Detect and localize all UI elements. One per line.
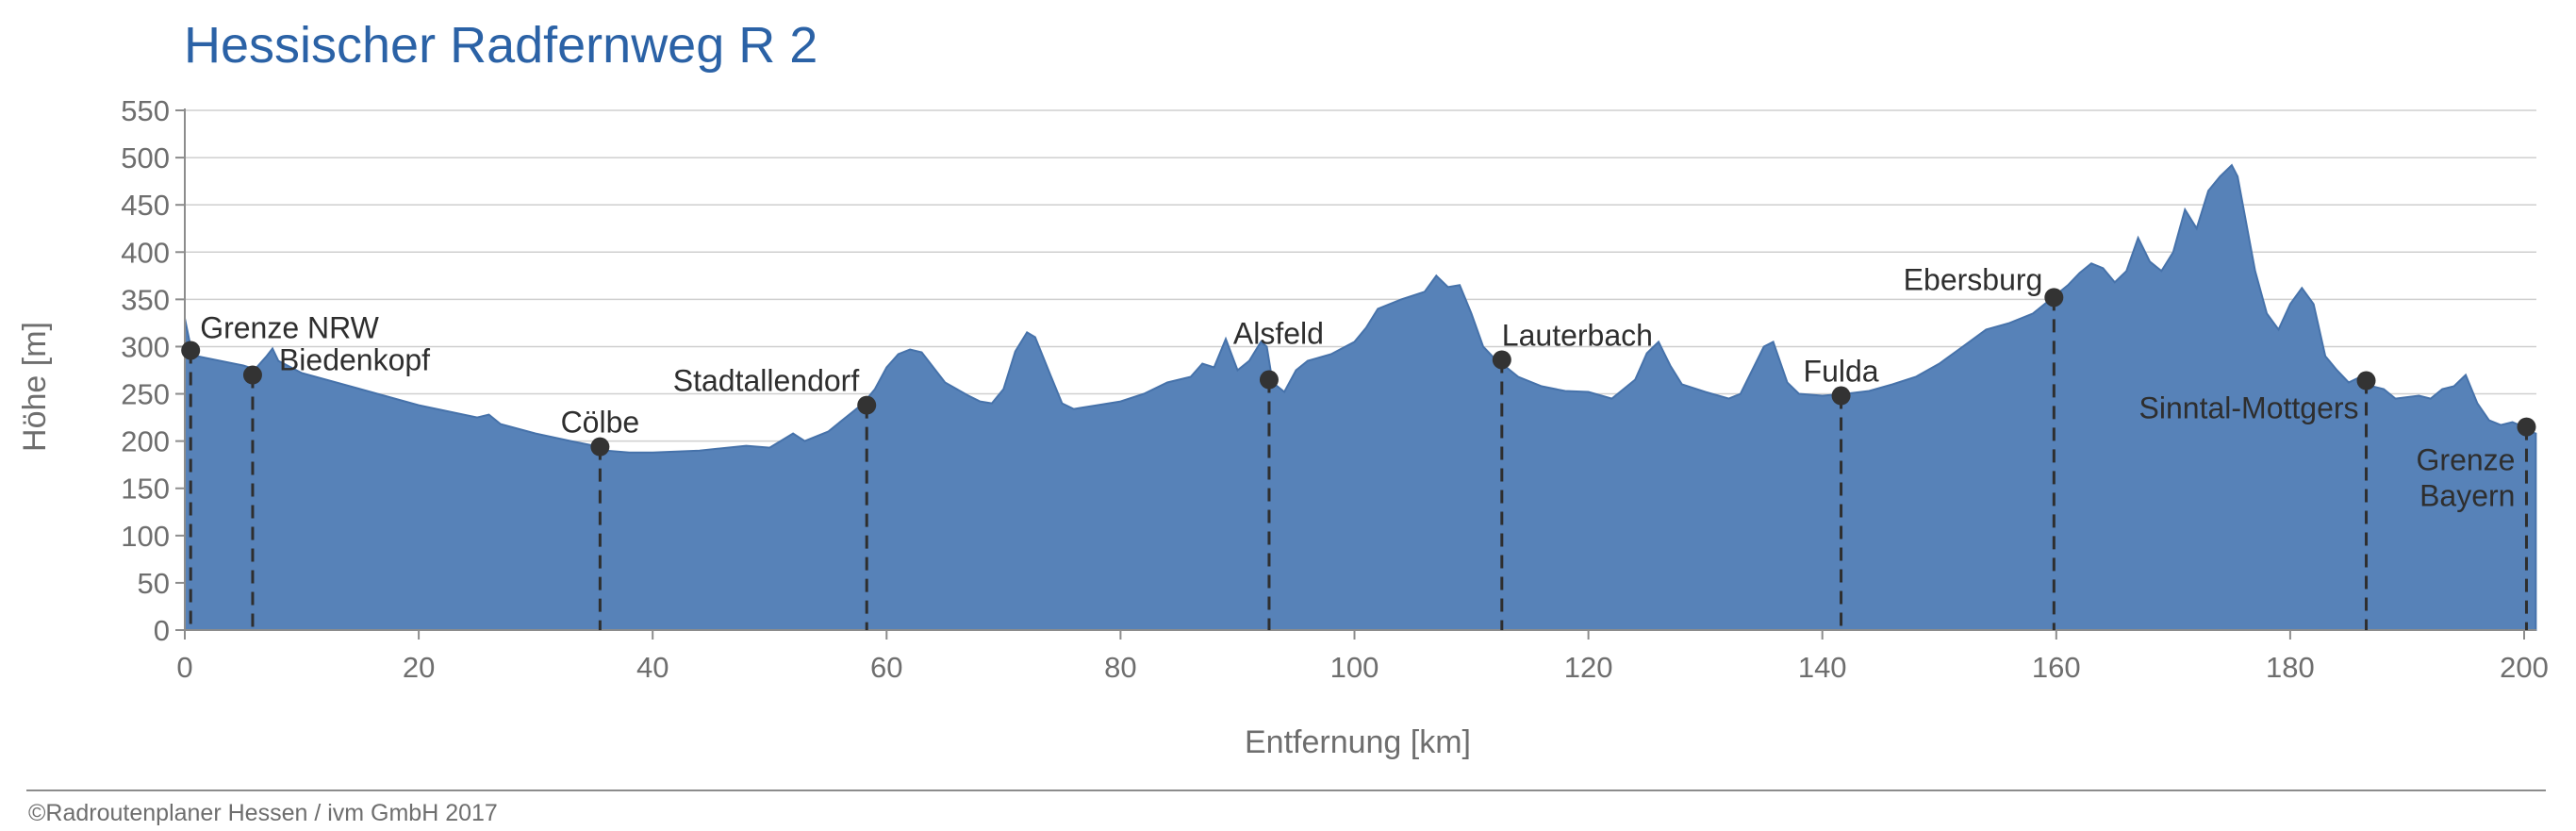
place-label-alsfeld: Alsfeld (1233, 317, 1324, 351)
y-tick-label-0: 0 (154, 614, 170, 647)
y-tick-label-150: 150 (121, 473, 170, 506)
place-dot-grenze-nrw (181, 341, 201, 360)
x-tick-label-0: 0 (176, 651, 192, 684)
x-tick-label-40: 40 (636, 651, 669, 684)
place-label-ebersburg: Ebersburg (1904, 262, 2043, 296)
axes (184, 108, 2536, 631)
x-tick-label-60: 60 (870, 651, 902, 684)
place-dot-biedenkopf (242, 365, 262, 385)
place-dot-sinntal-mottgers (2356, 371, 2376, 391)
place-label-grenze-bayern: Grenze Bayern (2417, 443, 2516, 513)
y-tick-label-550: 550 (121, 94, 170, 127)
x-tick-label-200: 200 (2500, 651, 2549, 684)
place-label-fulda: Fulda (1804, 355, 1879, 389)
y-tick-label-50: 50 (138, 567, 170, 600)
place-label-stadtallendorf: Stadtallendorf (673, 364, 860, 398)
place-dot-fulda (1831, 386, 1851, 406)
place-label-c-lbe: Cölbe (561, 406, 640, 440)
place-dot-grenze-bayern (2517, 417, 2536, 437)
x-tick-label-160: 160 (2032, 651, 2081, 684)
place-dot-stadtallendorf (857, 395, 877, 415)
chart-title: Hessischer Radfernweg R 2 (184, 17, 817, 74)
y-axis-ticks: 0 50 100 150 200 250 300 350 400 450 500 550 (121, 94, 185, 647)
x-axis-ticks: 0 20 40 60 80 100 120 140 160 180 200 (176, 630, 2549, 684)
y-tick-label-200: 200 (121, 425, 170, 458)
x-tick-label-20: 20 (403, 651, 435, 684)
place-label-sinntal-mottgers: Sinntal-Mottgers (2139, 391, 2359, 425)
y-tick-label-300: 300 (121, 330, 170, 363)
place-label-biedenkopf: Biedenkopf (279, 343, 430, 377)
y-tick-label-400: 400 (121, 236, 170, 269)
x-tick-label-80: 80 (1104, 651, 1136, 684)
x-tick-label-120: 120 (1564, 651, 1613, 684)
place-dot-c-lbe (590, 437, 610, 457)
y-axis-label: Höhe [m] (17, 322, 53, 452)
y-tick-label-350: 350 (121, 283, 170, 316)
place-label-lauterbach: Lauterbach (1502, 318, 1653, 352)
place-dot-lauterbach (1492, 350, 1511, 370)
place-dot-alsfeld (1259, 370, 1279, 390)
y-tick-label-250: 250 (121, 378, 170, 411)
y-tick-label-100: 100 (121, 520, 170, 553)
x-axis-label: Entfernung [km] (1245, 724, 1471, 760)
place-label-grenze-nrw: Grenze NRW (200, 310, 379, 344)
copyright-text: ©Radroutenplaner Hessen / ivm GmbH 2017 (28, 800, 498, 826)
x-tick-label-140: 140 (1798, 651, 1847, 684)
place-dot-ebersburg (2044, 288, 2064, 307)
y-tick-label-450: 450 (121, 189, 170, 222)
y-tick-label-500: 500 (121, 141, 170, 175)
x-tick-label-180: 180 (2266, 651, 2315, 684)
x-tick-label-100: 100 (1330, 651, 1379, 684)
